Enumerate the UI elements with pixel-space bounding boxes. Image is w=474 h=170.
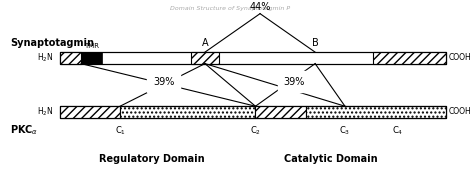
Bar [191,52,219,64]
Text: C$_4$: C$_4$ [392,124,403,137]
Bar [306,106,446,118]
Text: H$_2$N: H$_2$N [37,106,54,118]
Text: 39%: 39% [153,77,174,87]
Text: A: A [201,38,208,48]
Bar [120,106,255,118]
Bar [81,52,102,64]
Text: C$_1$: C$_1$ [115,124,126,137]
Text: COOH: COOH [448,107,471,116]
Bar [60,106,120,118]
Text: 44%: 44% [249,2,271,12]
Text: Catalytic Domain: Catalytic Domain [284,154,378,164]
Text: PKC$_{\alpha}$: PKC$_{\alpha}$ [10,123,38,137]
Text: C$_2$: C$_2$ [250,124,261,137]
Text: H$_2$N: H$_2$N [37,52,54,64]
Text: Domain Structure of Synaptotagmin P: Domain Structure of Synaptotagmin P [170,6,290,11]
Text: Synaptotagmin: Synaptotagmin [10,38,94,48]
Text: TMR: TMR [84,43,99,49]
Bar [60,106,446,118]
Text: C$_3$: C$_3$ [339,124,351,137]
Bar [60,106,446,118]
Bar [191,52,219,64]
Bar [60,106,120,118]
Text: 39%: 39% [284,77,305,87]
Text: B: B [312,38,319,48]
Bar [255,106,306,118]
Bar [373,52,446,64]
Bar [373,52,446,64]
Bar [60,52,446,64]
Bar [60,52,81,64]
Bar [60,52,81,64]
Bar [120,106,255,118]
Bar [255,106,306,118]
Text: Regulatory Domain: Regulatory Domain [100,154,205,164]
Bar [60,52,446,64]
Text: COOH: COOH [448,53,471,62]
Bar [306,106,446,118]
